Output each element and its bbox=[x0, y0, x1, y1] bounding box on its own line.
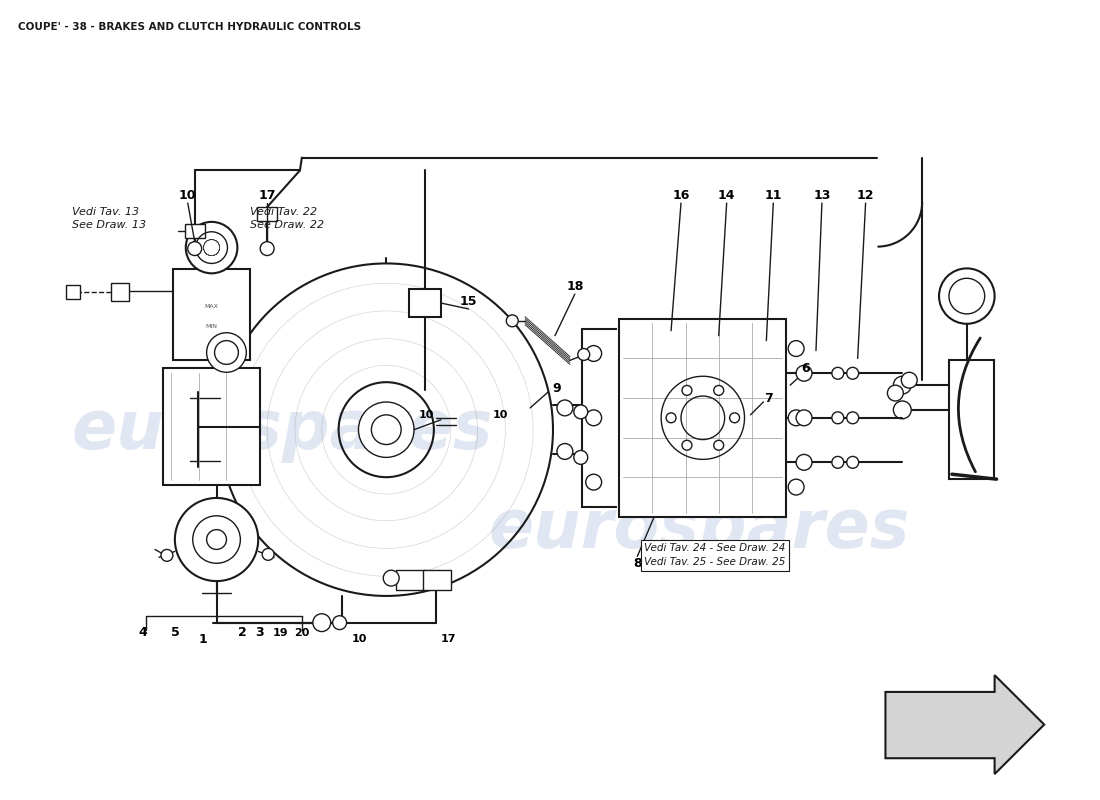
Circle shape bbox=[204, 240, 220, 255]
Circle shape bbox=[262, 549, 274, 560]
Circle shape bbox=[714, 386, 724, 395]
Bar bbox=[173, 270, 251, 361]
Circle shape bbox=[161, 550, 173, 562]
Text: 10: 10 bbox=[179, 189, 197, 202]
Circle shape bbox=[506, 315, 518, 326]
Circle shape bbox=[574, 450, 587, 464]
Circle shape bbox=[186, 222, 238, 274]
Text: 14: 14 bbox=[718, 189, 736, 202]
Text: 4: 4 bbox=[139, 626, 147, 639]
Text: 17: 17 bbox=[258, 189, 276, 202]
Text: MAX: MAX bbox=[205, 305, 219, 310]
Bar bbox=[949, 361, 993, 479]
Circle shape bbox=[729, 413, 739, 422]
Text: COUPE' - 38 - BRAKES AND CLUTCH HYDRAULIC CONTROLS: COUPE' - 38 - BRAKES AND CLUTCH HYDRAULI… bbox=[18, 22, 361, 32]
Circle shape bbox=[204, 240, 220, 255]
Circle shape bbox=[789, 410, 804, 426]
Circle shape bbox=[832, 367, 844, 379]
Bar bbox=[257, 207, 277, 221]
Polygon shape bbox=[886, 675, 1044, 774]
Circle shape bbox=[789, 479, 804, 495]
Circle shape bbox=[175, 498, 258, 581]
Bar bbox=[163, 368, 261, 485]
Circle shape bbox=[667, 413, 676, 422]
Circle shape bbox=[557, 400, 573, 416]
Text: 17: 17 bbox=[441, 634, 456, 645]
Text: eurospares: eurospares bbox=[488, 496, 910, 562]
Text: 19: 19 bbox=[272, 627, 288, 638]
Circle shape bbox=[682, 386, 692, 395]
Circle shape bbox=[847, 457, 859, 468]
Circle shape bbox=[893, 401, 911, 419]
Circle shape bbox=[578, 349, 590, 361]
Text: 18: 18 bbox=[566, 280, 583, 293]
Text: 6: 6 bbox=[802, 362, 811, 375]
Text: 10: 10 bbox=[493, 410, 508, 420]
Text: eurospares: eurospares bbox=[72, 397, 493, 462]
Circle shape bbox=[204, 240, 220, 255]
Text: 15: 15 bbox=[460, 294, 477, 307]
Circle shape bbox=[332, 616, 346, 630]
Text: Vedi Tav. 24 - See Draw. 24
Vedi Tav. 25 - See Draw. 25: Vedi Tav. 24 - See Draw. 24 Vedi Tav. 25… bbox=[645, 543, 785, 567]
Text: 8: 8 bbox=[632, 557, 641, 570]
Circle shape bbox=[714, 440, 724, 450]
Circle shape bbox=[574, 405, 587, 419]
Text: 11: 11 bbox=[764, 189, 782, 202]
Text: 9: 9 bbox=[552, 382, 561, 394]
Text: 16: 16 bbox=[672, 189, 690, 202]
Bar bbox=[185, 224, 205, 238]
Circle shape bbox=[585, 474, 602, 490]
Circle shape bbox=[312, 614, 331, 631]
Text: 5: 5 bbox=[172, 626, 180, 639]
Circle shape bbox=[204, 240, 220, 255]
Circle shape bbox=[901, 372, 917, 388]
Circle shape bbox=[204, 240, 220, 255]
Circle shape bbox=[207, 333, 246, 372]
Circle shape bbox=[796, 454, 812, 470]
Text: 13: 13 bbox=[813, 189, 830, 202]
Circle shape bbox=[847, 412, 859, 424]
Bar bbox=[111, 283, 129, 301]
Text: Vedi Tav. 22
See Draw. 22: Vedi Tav. 22 See Draw. 22 bbox=[251, 207, 324, 230]
Bar bbox=[66, 286, 79, 299]
Circle shape bbox=[188, 242, 201, 255]
Text: 10: 10 bbox=[352, 634, 367, 645]
Circle shape bbox=[796, 410, 812, 426]
Bar bbox=[619, 319, 786, 517]
Text: 2: 2 bbox=[238, 626, 246, 639]
Circle shape bbox=[585, 410, 602, 426]
Circle shape bbox=[893, 376, 911, 394]
Circle shape bbox=[832, 457, 844, 468]
Circle shape bbox=[796, 366, 812, 381]
Circle shape bbox=[383, 570, 399, 586]
Circle shape bbox=[682, 440, 692, 450]
Text: 20: 20 bbox=[294, 627, 309, 638]
Bar bbox=[424, 570, 451, 590]
Circle shape bbox=[557, 443, 573, 459]
Circle shape bbox=[939, 268, 994, 324]
Text: MIN: MIN bbox=[206, 324, 218, 330]
Circle shape bbox=[888, 385, 903, 401]
Text: 7: 7 bbox=[764, 391, 772, 405]
Bar bbox=[409, 289, 441, 317]
Text: 1: 1 bbox=[198, 633, 207, 646]
Circle shape bbox=[204, 240, 220, 255]
Circle shape bbox=[585, 346, 602, 362]
Text: Vedi Tav. 13
See Draw. 13: Vedi Tav. 13 See Draw. 13 bbox=[72, 207, 146, 230]
Circle shape bbox=[261, 242, 274, 255]
Text: 10: 10 bbox=[418, 410, 433, 420]
Circle shape bbox=[832, 412, 844, 424]
Circle shape bbox=[847, 367, 859, 379]
Circle shape bbox=[359, 402, 414, 458]
Circle shape bbox=[789, 341, 804, 357]
Text: 3: 3 bbox=[255, 626, 264, 639]
Text: 12: 12 bbox=[857, 189, 874, 202]
Bar bbox=[396, 570, 426, 590]
